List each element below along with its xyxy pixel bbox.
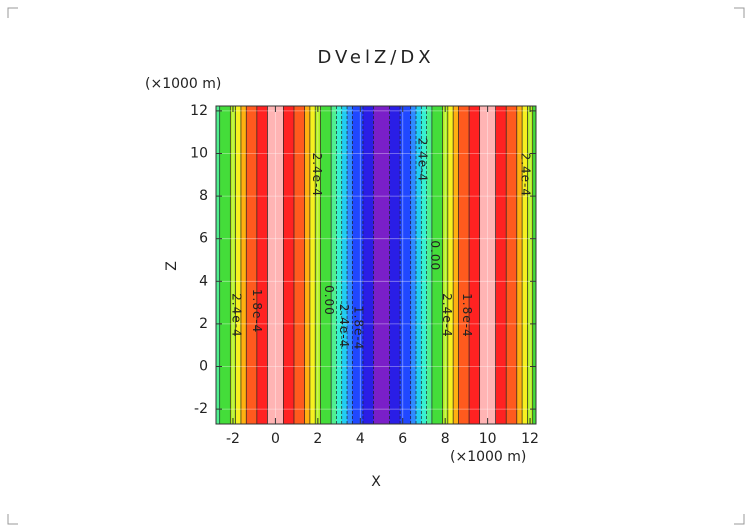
plot-area <box>216 106 536 424</box>
contour-cell <box>511 106 518 424</box>
contour-cell <box>230 106 237 424</box>
contour-cell <box>293 106 300 424</box>
contour-label: 1.8e-4 <box>460 293 474 337</box>
contour-cell <box>336 106 343 424</box>
x-tick-label: 6 <box>398 431 407 447</box>
y-axis-label: Z <box>164 261 180 271</box>
contour-cell <box>463 106 470 424</box>
contour-label: 2.4e-4 <box>230 293 244 337</box>
contour-label: 2.4e-4 <box>440 293 454 337</box>
contour-cell <box>341 106 348 424</box>
contour-cell <box>495 106 502 424</box>
x-unit: (×1000 m) <box>450 449 526 465</box>
contour-cell <box>527 106 534 424</box>
contour-cell <box>373 106 380 424</box>
contour-label: 2.4e-4 <box>518 153 532 197</box>
contour-cell <box>426 106 433 424</box>
x-tick-label: 4 <box>356 431 365 447</box>
contour-cell <box>410 106 417 424</box>
x-tick-label: -2 <box>226 431 240 447</box>
contour-cell <box>216 106 221 424</box>
contour-cell <box>378 106 385 424</box>
y-tick-label: -2 <box>194 401 208 417</box>
contour-cell <box>506 106 512 424</box>
contour-label: 2.4e-4 <box>310 153 324 197</box>
contour-cell <box>235 106 242 424</box>
contour-cell <box>500 106 507 424</box>
contour-cell <box>309 106 316 424</box>
contour-cell <box>479 106 486 424</box>
y-tick-label: 0 <box>199 358 208 374</box>
contour-label: 1.8e-4 <box>250 289 264 333</box>
y-unit: (×1000 m) <box>145 76 221 92</box>
contour-cell <box>447 106 454 424</box>
contour-cell <box>331 106 337 424</box>
contour-cell <box>278 106 284 424</box>
y-tick-label: 12 <box>190 103 208 119</box>
x-axis-label: X <box>371 474 381 490</box>
contour-cell <box>320 106 327 424</box>
contour-cell <box>384 106 390 424</box>
contour-cell <box>421 106 428 424</box>
y-tick-label: 8 <box>199 188 208 204</box>
contour-label: 0.00 <box>428 240 442 271</box>
x-tick-label: 0 <box>271 431 280 447</box>
contour-cell <box>267 106 274 424</box>
contour-cell <box>240 106 247 424</box>
chart-title: DVelZ/DX <box>317 47 434 68</box>
contour-cell <box>299 106 306 424</box>
plot-frame <box>215 105 537 425</box>
contour-cell <box>347 106 353 424</box>
contour-cell <box>368 106 375 424</box>
contour-cell <box>437 106 444 424</box>
contour-cell <box>484 106 491 424</box>
contour-cell <box>315 106 322 424</box>
contour-label: 2.4e-4 <box>337 304 351 348</box>
contour-cell <box>416 106 422 424</box>
contour-cell <box>400 106 406 424</box>
contour-cell <box>405 106 412 424</box>
contour-cell <box>219 106 226 424</box>
contour-cell <box>458 106 465 424</box>
corner-marks <box>7 7 745 525</box>
x-tick-label: 12 <box>521 431 539 447</box>
contour-cell <box>394 106 401 424</box>
contour-cell <box>251 106 258 424</box>
contour-cell <box>442 106 449 424</box>
contour-cell <box>532 106 536 424</box>
x-tick-label: 8 <box>441 431 450 447</box>
contour-cell <box>516 106 523 424</box>
contour-label: 1.8e-4 <box>352 306 366 350</box>
y-tick-label: 10 <box>190 145 208 161</box>
x-tick-label: 2 <box>313 431 322 447</box>
contour-cell <box>262 106 268 424</box>
contour-cell <box>272 106 279 424</box>
contour-cell <box>362 106 369 424</box>
contour-label: 2.4e-4 <box>415 138 429 182</box>
contour-cell <box>431 106 438 424</box>
contour-cell <box>453 106 459 424</box>
contour-cell <box>522 106 528 424</box>
contour-cell <box>474 106 481 424</box>
contour-cell <box>490 106 497 424</box>
contour-cell <box>469 106 475 424</box>
y-tick-label: 6 <box>199 231 208 247</box>
y-tick-label: 2 <box>199 316 208 332</box>
contour-cell <box>246 106 253 424</box>
contour-cell <box>283 106 290 424</box>
contour-cell <box>304 106 311 424</box>
x-tick-label: 10 <box>479 431 497 447</box>
contour-label: 0.00 <box>322 285 336 316</box>
contour-cell <box>256 106 263 424</box>
contour-cell <box>288 106 295 424</box>
contour-cell <box>357 106 364 424</box>
contour-cell <box>352 106 359 424</box>
contour-cell <box>225 106 231 424</box>
contour-cell <box>389 106 396 424</box>
contour-cell <box>325 106 332 424</box>
y-tick-label: 4 <box>199 273 208 289</box>
